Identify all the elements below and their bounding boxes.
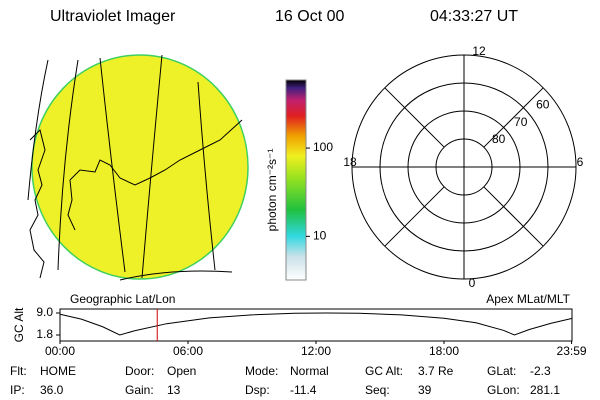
colorbar-tick-label: 100 bbox=[313, 140, 333, 154]
status-value: -11.4 bbox=[290, 383, 317, 397]
date: 16 Oct 00 bbox=[275, 8, 344, 25]
lat-label: 60 bbox=[536, 98, 550, 112]
altitude-line bbox=[59, 312, 572, 336]
y-tick-label: 1.8 bbox=[36, 327, 53, 341]
mlt-label: 12 bbox=[472, 44, 486, 58]
status-label: GC Alt: bbox=[365, 364, 403, 378]
status-value: -2.3 bbox=[530, 364, 551, 378]
polar-diagonal bbox=[384, 87, 445, 148]
status-value: Open bbox=[167, 364, 196, 378]
mlt-label: 6 bbox=[577, 155, 584, 169]
status-label: Flt: bbox=[10, 364, 27, 378]
status-label: GLon: bbox=[487, 383, 520, 397]
lat-label: 70 bbox=[514, 115, 528, 129]
status-label: Door: bbox=[125, 364, 154, 378]
lat-label: 80 bbox=[492, 132, 506, 146]
status-label: GLat: bbox=[487, 364, 516, 378]
status-value: 281.1 bbox=[530, 383, 560, 397]
x-tick-label: 06:00 bbox=[173, 344, 203, 358]
status-value: 3.7 Re bbox=[418, 364, 454, 378]
status-label: Seq: bbox=[365, 383, 390, 397]
status-label: IP: bbox=[10, 383, 25, 397]
status-label: Dsp: bbox=[245, 383, 270, 397]
colorbar bbox=[285, 79, 307, 281]
status-value: Normal bbox=[290, 364, 329, 378]
mlt-label: 18 bbox=[343, 155, 357, 169]
polar-diagonal bbox=[483, 186, 544, 247]
status-label: Mode: bbox=[245, 364, 278, 378]
status-label: Gain: bbox=[125, 383, 154, 397]
polar-diagonal bbox=[384, 186, 445, 247]
title: Ultraviolet Imager bbox=[50, 8, 176, 25]
mlt-label: 0 bbox=[469, 276, 476, 290]
x-tick-label: 18:00 bbox=[429, 344, 459, 358]
orbit-frame bbox=[59, 308, 573, 342]
status-value: HOME bbox=[40, 364, 76, 378]
y-axis-label: GC Alt bbox=[12, 307, 26, 342]
earth-map bbox=[27, 54, 249, 281]
x-tick-label: 23:59 bbox=[557, 344, 587, 358]
y-tick-label: 9.0 bbox=[36, 305, 53, 319]
status-value: 39 bbox=[418, 383, 432, 397]
map-label: Geographic Lat/Lon bbox=[70, 292, 175, 306]
polar-diagonal bbox=[483, 87, 544, 148]
status-value: 36.0 bbox=[40, 383, 64, 397]
status-value: 13 bbox=[167, 383, 181, 397]
time: 04:33:27 UT bbox=[430, 8, 518, 25]
colorbar-label: photon cm⁻²s⁻¹ bbox=[265, 149, 279, 232]
x-tick-label: 00:00 bbox=[45, 344, 75, 358]
x-tick-label: 12:00 bbox=[301, 344, 331, 358]
colorbar-tick-label: 10 bbox=[313, 228, 327, 242]
polar-label: Apex MLat/MLT bbox=[486, 292, 570, 306]
